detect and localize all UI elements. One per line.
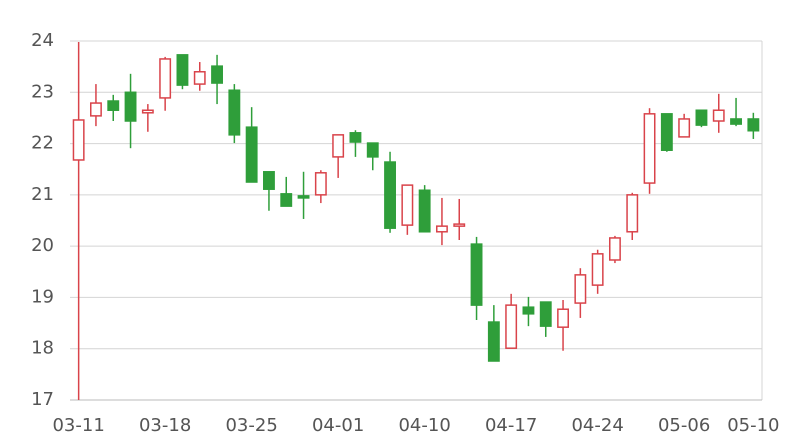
candle-body [574, 274, 587, 304]
x-tick-label: 04-10 [398, 415, 450, 436]
candle-body [401, 184, 414, 226]
x-tick-label: 04-17 [485, 415, 537, 436]
candle-body [297, 195, 310, 199]
y-tick-label: 18 [31, 338, 54, 359]
y-tick-label: 19 [31, 286, 54, 307]
candle-body [591, 253, 604, 286]
candle-body [695, 109, 708, 126]
x-tick-label: 05-10 [727, 415, 779, 436]
candle-body [366, 142, 379, 158]
candle-body [487, 321, 500, 362]
candle-body [124, 91, 137, 122]
candle-body [539, 301, 552, 327]
x-tick-label: 03-11 [52, 415, 104, 436]
candle-body [418, 189, 431, 233]
candle-body [730, 118, 742, 125]
candle-body [470, 243, 483, 306]
candle-body [609, 237, 621, 261]
candle-body [176, 54, 189, 86]
candle-body [643, 113, 656, 184]
candle-body [332, 134, 345, 158]
y-tick-label: 20 [31, 235, 54, 256]
candle-body [72, 119, 85, 161]
candle-body [245, 126, 258, 183]
candle-body [228, 89, 241, 136]
candle-body [557, 308, 569, 328]
candle-body [211, 65, 223, 84]
candle-body [90, 102, 102, 117]
candle-body [107, 100, 120, 111]
y-tick-label: 17 [31, 389, 54, 410]
candle-body [263, 171, 275, 190]
candle-body [660, 113, 673, 151]
candle-body [193, 71, 206, 85]
candle-body [747, 118, 760, 132]
y-tick-label: 24 [31, 30, 54, 51]
candle-body [505, 304, 518, 349]
y-tick-label: 22 [31, 133, 54, 154]
candle-body [712, 109, 725, 122]
candle-body [436, 225, 448, 233]
candle-body [141, 109, 154, 114]
candle-body [280, 193, 293, 207]
candle-body [453, 223, 466, 227]
x-tick-label: 04-01 [312, 415, 364, 436]
candle-body [678, 118, 691, 138]
x-tick-label: 05-06 [658, 415, 710, 436]
x-tick-label: 03-25 [225, 415, 277, 436]
y-tick-label: 23 [31, 81, 54, 102]
candle-body [626, 194, 639, 233]
y-tick-label: 21 [31, 184, 54, 205]
candle-body [349, 132, 362, 143]
x-tick-label: 03-18 [139, 415, 191, 436]
candle-body [159, 58, 172, 99]
candle-body [314, 172, 327, 196]
x-tick-label: 04-24 [571, 415, 623, 436]
candle-body [522, 306, 535, 315]
candle-body [384, 161, 396, 229]
